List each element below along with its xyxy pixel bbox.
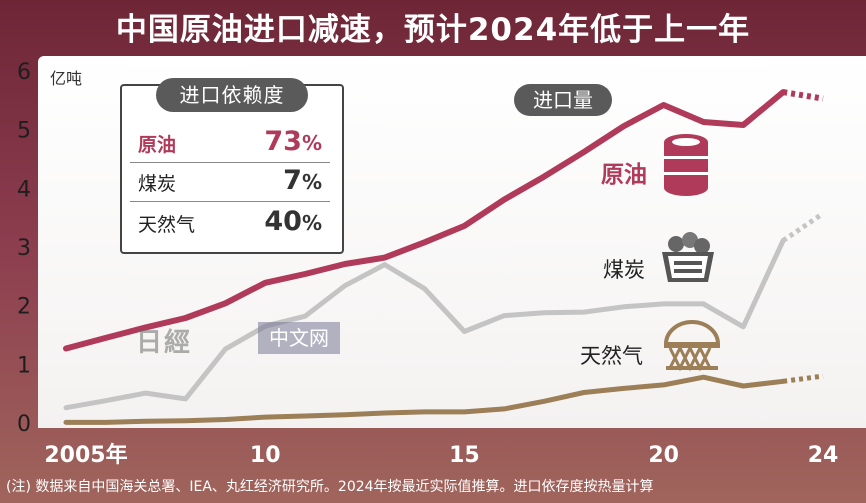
dependency-row-coal: 煤炭 7% — [130, 163, 330, 202]
series-label-coal: 煤炭 — [603, 258, 645, 282]
series-estimate-gas — [782, 373, 824, 384]
dependency-name: 煤炭 — [138, 173, 177, 195]
data-point-oil — [185, 317, 186, 318]
data-point-gas — [504, 408, 505, 409]
dependency-name: 天然气 — [138, 214, 196, 236]
data-point-coal — [504, 315, 505, 316]
x-tick-label: 24 — [808, 443, 839, 468]
dependency-row-gas: 天然气 40% — [130, 204, 330, 242]
dependency-row-oil: 原油 73% — [130, 124, 330, 163]
y-tick-label: 0 — [17, 412, 31, 437]
data-point-coal — [384, 264, 385, 265]
data-point-oil — [384, 257, 385, 258]
data-point-oil — [66, 348, 67, 349]
x-tick-label: 2005年 — [44, 442, 127, 468]
data-point-gas — [185, 420, 186, 421]
data-point-gas — [344, 414, 345, 415]
data-point-coal — [544, 312, 545, 313]
chart-title: 中国原油进口减速，预计2024年低于上一年 — [115, 12, 751, 48]
data-point-coal — [305, 316, 306, 317]
y-tick-label: 2 — [17, 295, 31, 320]
source-note: (注) 数据来自中国海关总署、IEA、丸红经济研究所。2024年按最近实际值推算… — [6, 479, 654, 495]
data-point-oil — [424, 242, 425, 243]
x-tick-label: 15 — [449, 443, 480, 468]
dependency-value: 40% — [264, 206, 322, 237]
series-line-coal — [63, 238, 786, 411]
y-tick-label: 1 — [17, 353, 31, 378]
series-line-oil — [63, 89, 787, 352]
data-point-gas — [544, 401, 545, 402]
volume-label: 进口量 — [514, 84, 612, 116]
data-point-gas — [464, 411, 465, 412]
dependency-title: 进口依赖度 — [156, 78, 308, 112]
data-point-coal — [225, 349, 226, 350]
dependency-box — [120, 84, 344, 254]
data-point-coal — [66, 407, 67, 408]
y-tick-label: 6 — [17, 60, 31, 85]
data-point-coal — [583, 312, 584, 313]
data-point-oil — [504, 199, 505, 200]
data-point-gas — [823, 376, 824, 377]
data-point-gas — [743, 386, 744, 387]
data-point-coal — [703, 303, 704, 304]
data-point-oil — [783, 92, 784, 93]
data-point-gas — [583, 392, 584, 393]
data-point-coal — [623, 306, 624, 307]
data-point-gas — [145, 421, 146, 422]
dependency-name: 原油 — [138, 134, 177, 156]
dependency-value: 73% — [264, 126, 322, 157]
data-point-oil — [823, 98, 824, 99]
data-point-gas — [424, 411, 425, 412]
data-point-oil — [544, 176, 545, 177]
data-point-oil — [743, 124, 744, 125]
y-tick-label: 5 — [17, 119, 31, 144]
series-line-gas — [63, 374, 786, 425]
series-estimate-oil — [782, 89, 824, 102]
data-point-gas — [783, 381, 784, 382]
x-tick-label: 20 — [648, 443, 679, 468]
series-label-gas: 天然气 — [580, 344, 643, 368]
y-tick-label: 3 — [17, 236, 31, 261]
data-point-coal — [105, 400, 106, 401]
data-point-oil — [265, 282, 266, 283]
watermark-logo: 日經 — [136, 328, 193, 358]
data-point-gas — [66, 422, 67, 423]
y-unit-label: 亿吨 — [50, 69, 82, 88]
data-point-oil — [225, 303, 226, 304]
data-point-oil — [105, 337, 106, 338]
data-point-oil — [464, 225, 465, 226]
watermark-text: 中文网 — [258, 322, 340, 354]
data-point-oil — [663, 105, 664, 106]
data-point-gas — [105, 422, 106, 423]
data-point-coal — [185, 398, 186, 399]
data-point-oil — [344, 264, 345, 265]
data-point-coal — [464, 331, 465, 332]
data-point-gas — [384, 413, 385, 414]
data-point-coal — [663, 303, 664, 304]
data-point-oil — [305, 273, 306, 274]
data-point-coal — [145, 393, 146, 394]
dependency-value: 7% — [283, 165, 322, 196]
data-point-coal — [823, 213, 824, 214]
series-estimate-coal — [781, 211, 825, 243]
data-point-coal — [424, 288, 425, 289]
data-point-gas — [305, 415, 306, 416]
data-point-gas — [265, 417, 266, 418]
data-point-gas — [663, 384, 664, 385]
data-point-gas — [703, 377, 704, 378]
data-point-oil — [703, 122, 704, 123]
data-point-oil — [623, 126, 624, 127]
data-point-coal — [783, 240, 784, 241]
data-point-coal — [344, 285, 345, 286]
data-point-oil — [583, 151, 584, 152]
y-tick-label: 4 — [17, 177, 31, 202]
series-label-oil: 原油 — [601, 162, 647, 188]
data-point-coal — [743, 326, 744, 327]
data-point-gas — [623, 388, 624, 389]
x-tick-label: 10 — [250, 443, 281, 468]
data-point-gas — [225, 419, 226, 420]
